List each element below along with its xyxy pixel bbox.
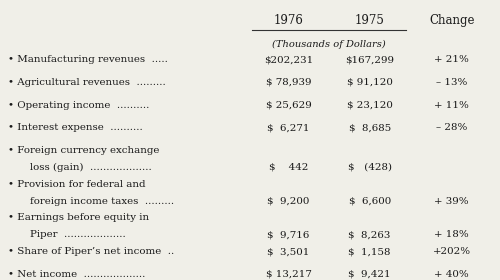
- Text: $ 91,120: $ 91,120: [346, 78, 393, 87]
- Text: + 18%: + 18%: [434, 230, 469, 239]
- Text: $  6,271: $ 6,271: [268, 123, 310, 132]
- Text: Piper  ...................: Piper ...................: [30, 230, 126, 239]
- Text: + 21%: + 21%: [434, 55, 469, 64]
- Text: $  1,158: $ 1,158: [348, 247, 391, 256]
- Text: 1976: 1976: [274, 14, 304, 27]
- Text: – 28%: – 28%: [436, 123, 468, 132]
- Text: • Interest expense  ..........: • Interest expense ..........: [8, 123, 142, 132]
- Text: $   (428): $ (428): [348, 163, 392, 172]
- Text: • Provision for federal and: • Provision for federal and: [8, 179, 145, 188]
- Text: $  3,501: $ 3,501: [268, 247, 310, 256]
- Text: $ 78,939: $ 78,939: [266, 78, 312, 87]
- Text: + 40%: + 40%: [434, 270, 469, 279]
- Text: $  9,421: $ 9,421: [348, 270, 391, 279]
- Text: • Share of Piper’s net income  ..: • Share of Piper’s net income ..: [8, 247, 174, 256]
- Text: Change: Change: [429, 14, 474, 27]
- Text: (Thousands of Dollars): (Thousands of Dollars): [272, 40, 386, 49]
- Text: + 39%: + 39%: [434, 197, 469, 206]
- Text: $  9,200: $ 9,200: [268, 197, 310, 206]
- Text: • Manufacturing revenues  .....: • Manufacturing revenues .....: [8, 55, 168, 64]
- Text: $  6,600: $ 6,600: [348, 197, 391, 206]
- Text: $202,231: $202,231: [264, 55, 313, 64]
- Text: +202%: +202%: [432, 247, 471, 256]
- Text: $167,299: $167,299: [345, 55, 394, 64]
- Text: + 11%: + 11%: [434, 101, 469, 109]
- Text: • Net income  ...................: • Net income ...................: [8, 270, 145, 279]
- Text: $ 13,217: $ 13,217: [266, 270, 312, 279]
- Text: $  9,716: $ 9,716: [268, 230, 310, 239]
- Text: $    442: $ 442: [269, 163, 308, 172]
- Text: $  8,263: $ 8,263: [348, 230, 391, 239]
- Text: – 13%: – 13%: [436, 78, 468, 87]
- Text: loss (gain)  ...................: loss (gain) ...................: [30, 163, 152, 172]
- Text: foreign income taxes  .........: foreign income taxes .........: [30, 197, 174, 206]
- Text: $ 25,629: $ 25,629: [266, 101, 312, 109]
- Text: $  8,685: $ 8,685: [348, 123, 391, 132]
- Text: • Agricultural revenues  .........: • Agricultural revenues .........: [8, 78, 166, 87]
- Text: • Operating income  ..........: • Operating income ..........: [8, 101, 149, 109]
- Text: 1975: 1975: [354, 14, 384, 27]
- Text: $ 23,120: $ 23,120: [346, 101, 393, 109]
- Text: • Foreign currency exchange: • Foreign currency exchange: [8, 146, 159, 155]
- Text: • Earnings before equity in: • Earnings before equity in: [8, 213, 149, 222]
